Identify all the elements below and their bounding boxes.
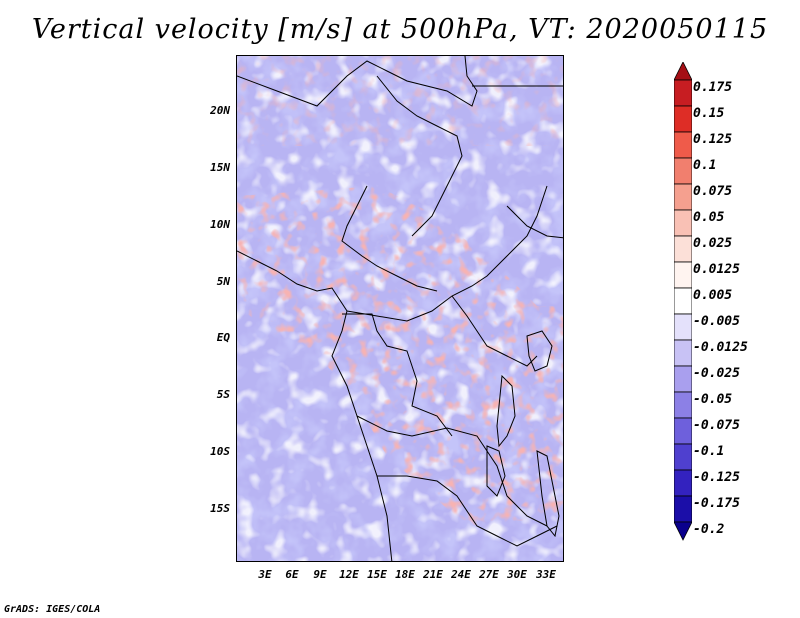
colorbar-label-neg-0.0125: -0.0125 — [693, 340, 748, 355]
colorbar-label-0.005: 0.005 — [693, 288, 733, 303]
lon-label-3e: 3E — [258, 568, 272, 581]
colorbar-swatch — [674, 157, 692, 185]
colorbar-label-0.025: 0.025 — [693, 236, 733, 251]
colorbar-swatch — [674, 521, 692, 541]
colorbar-swatch — [674, 443, 692, 471]
lat-label-10s: 10S — [210, 445, 230, 458]
colorbar-swatches — [674, 62, 692, 541]
colorbar-label-0.075: 0.075 — [693, 184, 733, 199]
colorbar-swatch — [674, 183, 692, 211]
lon-label-6e: 6E — [285, 568, 299, 581]
lat-label-20n: 20N — [210, 104, 230, 117]
lon-label-21e: 21E — [423, 568, 443, 581]
lon-label-24e: 24E — [451, 568, 471, 581]
colorbar-swatch — [674, 495, 692, 523]
lat-label-10n: 10N — [210, 218, 230, 231]
lon-label-30e: 30E — [507, 568, 527, 581]
colorbar-swatch — [674, 365, 692, 393]
sahara-updraft-noise — [237, 56, 563, 146]
colorbar-label-neg-0.1: -0.1 — [693, 444, 725, 459]
colorbar-swatch — [674, 62, 692, 81]
lat-label-15s: 15S — [210, 502, 230, 515]
lon-label-12e: 12E — [339, 568, 359, 581]
lat-label-15n: 15N — [210, 161, 230, 174]
colorbar-label-0.0125: 0.0125 — [693, 262, 740, 277]
colorbar-label-0.15: 0.15 — [693, 106, 725, 121]
colorbar-label-neg-0.005: -0.005 — [693, 314, 740, 329]
colorbar-swatch — [674, 391, 692, 419]
lon-label-27e: 27E — [479, 568, 499, 581]
colorbar-label-neg-0.2: -0.2 — [693, 522, 725, 537]
lon-label-33e: 33E — [536, 568, 556, 581]
colorbar-label-neg-0.175: -0.175 — [693, 496, 740, 511]
colorbar-swatch — [674, 469, 692, 497]
colorbar-label-0.1: 0.1 — [693, 158, 717, 173]
colorbar-label-neg-0.05: -0.05 — [693, 392, 733, 407]
lon-label-9e: 9E — [313, 568, 327, 581]
chart-title: Vertical velocity [m/s] at 500hPa, VT: 2… — [31, 14, 769, 45]
credit-text: GrADS: IGES/COLA — [4, 604, 101, 615]
colorbar-swatch — [674, 339, 692, 367]
colorbar-swatch — [674, 313, 692, 341]
colorbar-swatch — [674, 235, 692, 263]
colorbar-swatch — [674, 261, 692, 289]
colorbar-label-neg-0.125: -0.125 — [693, 470, 740, 485]
colorbar-label-0.125: 0.125 — [693, 132, 733, 147]
map-panel — [236, 55, 564, 562]
colorbar — [674, 62, 692, 541]
lat-label-eq: EQ — [216, 331, 230, 344]
colorbar-swatch — [674, 287, 692, 315]
lat-label-5s: 5S — [216, 388, 230, 401]
colorbar-label-neg-0.025: -0.025 — [693, 366, 740, 381]
borders — [237, 56, 563, 561]
colorbar-swatch — [674, 79, 692, 107]
colorbar-label-0.05: 0.05 — [693, 210, 725, 225]
colorbar-swatch — [674, 105, 692, 133]
vertical-velocity-field — [237, 56, 563, 561]
colorbar-label-neg-0.075: -0.075 — [693, 418, 740, 433]
lat-label-5n: 5N — [216, 275, 230, 288]
lon-label-18e: 18E — [395, 568, 415, 581]
lon-label-15e: 15E — [367, 568, 387, 581]
colorbar-swatch — [674, 209, 692, 237]
colorbar-swatch — [674, 131, 692, 159]
colorbar-swatch — [674, 417, 692, 445]
colorbar-label-0.175: 0.175 — [693, 80, 733, 95]
